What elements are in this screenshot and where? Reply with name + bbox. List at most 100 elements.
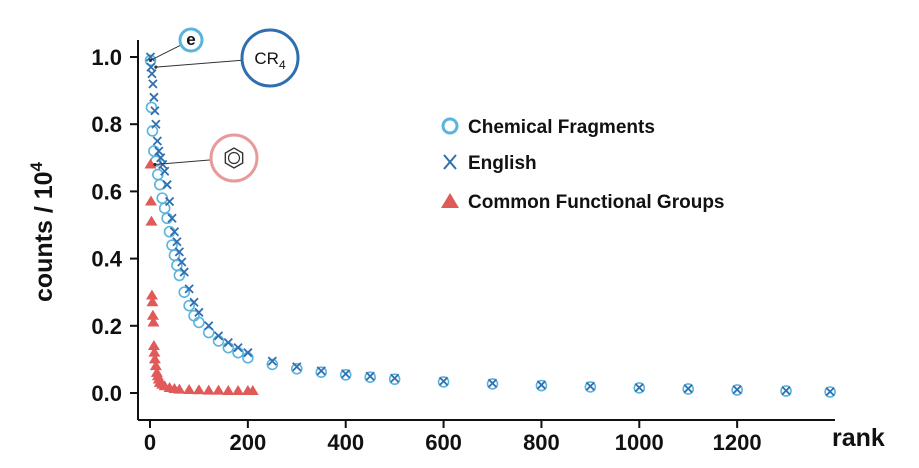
y-tick-label: 0.8 [91, 112, 122, 137]
english-point [158, 159, 168, 170]
legend: Chemical Fragments English Common Function… [441, 117, 725, 213]
english-point [267, 356, 277, 366]
chemical-fragments-point [290, 363, 303, 375]
english-point [223, 337, 233, 348]
common-functional-groups-point [232, 384, 245, 395]
common-functional-groups-point [149, 360, 162, 371]
common-functional-groups-point [145, 289, 158, 300]
chemical-fragments-point [178, 286, 191, 299]
common-functional-groups-point [202, 384, 215, 395]
common-functional-groups-point [212, 384, 225, 395]
chemical-fragments-point [266, 358, 279, 371]
legend-label-common-functional-groups: Common Functional Groups [468, 192, 725, 213]
english-point [341, 369, 351, 379]
common-functional-groups-point [183, 383, 196, 394]
english-point [177, 257, 187, 267]
callout-label-subscript: 4 [279, 58, 286, 72]
common-functional-groups-point [146, 309, 159, 320]
chemical-fragments-point [183, 299, 195, 312]
common-functional-groups-point [145, 215, 158, 226]
legend-marker-chemical-fragments [441, 117, 459, 135]
english-point [160, 166, 170, 176]
english-point [154, 146, 164, 156]
chemical-fragments-point [173, 269, 186, 282]
chemical-fragments-point [153, 178, 166, 191]
common-functional-groups-point [148, 353, 161, 364]
callout-circle [240, 28, 300, 88]
common-functional-groups-point [144, 195, 157, 206]
chemical-fragments-point [158, 202, 171, 214]
english-point [169, 227, 180, 237]
callout-leader-dot [154, 65, 158, 69]
common-functional-groups-point [146, 296, 159, 307]
callout-label: e [186, 30, 195, 49]
english-point [167, 213, 177, 223]
series-english [145, 52, 835, 397]
chemical-fragments-point [222, 341, 235, 354]
english-point [634, 382, 644, 393]
english-point [172, 237, 182, 247]
callout-label-main: e [186, 30, 195, 49]
callout-1: e [148, 27, 204, 62]
common-functional-groups-point [222, 384, 235, 395]
x-tick-label: 1000 [615, 430, 664, 455]
chemical-fragments-point [193, 316, 205, 329]
english-point [585, 381, 595, 391]
callout-label: CR4 [254, 49, 286, 72]
chemical-fragments-point [780, 385, 792, 397]
y-tick-label: 0.0 [91, 381, 122, 406]
callout-layer: e CR4 [148, 27, 300, 183]
callout-leader-line [155, 59, 243, 68]
callout-leader-line [154, 159, 212, 166]
english-point [147, 69, 157, 79]
chemical-fragments-point [731, 384, 743, 396]
x-tick-label: 200 [229, 430, 266, 455]
chemical-fragments-point [163, 225, 176, 238]
legend-marker-common-functional-groups [441, 193, 459, 208]
english-point [189, 297, 199, 307]
y-axis-label-exponent: 4 [27, 161, 46, 171]
english-point [213, 331, 224, 341]
chemical-fragments-point [388, 373, 401, 386]
y-axis-label-base: counts / 10 [30, 171, 58, 302]
english-point [316, 366, 326, 376]
english-point [150, 106, 160, 116]
chemical-fragments-point [339, 369, 352, 381]
english-point [174, 247, 184, 257]
common-functional-groups-point [192, 384, 205, 395]
chemical-fragments-point [315, 366, 328, 378]
english-point [151, 119, 161, 129]
common-functional-groups-point [246, 384, 259, 395]
x-tick-label: 1200 [713, 430, 762, 455]
legend-label-english: English [468, 153, 537, 174]
chemical-fragments-point [212, 335, 225, 347]
series-layer [144, 52, 836, 398]
x-tick-label: 600 [425, 430, 462, 455]
y-tick-label: 0.6 [91, 179, 122, 204]
y-tick-label: 0.4 [91, 247, 122, 272]
common-functional-groups-point [148, 346, 161, 357]
benzene-inner-ring [227, 151, 241, 165]
common-functional-groups-point [173, 383, 186, 394]
x-axis-label: rank [832, 424, 885, 452]
english-point [149, 92, 159, 102]
callout-leader-dot [153, 162, 157, 167]
x-tick-label: 800 [523, 430, 560, 455]
chemical-fragments-point [161, 212, 173, 225]
chemical-fragments-point [437, 376, 450, 388]
chemical-fragments-point [364, 371, 376, 384]
english-point [438, 376, 449, 386]
english-point [825, 387, 835, 397]
chemical-fragments-point [633, 382, 646, 394]
axes [137, 40, 835, 421]
x-tick-label: 400 [327, 430, 364, 455]
y-axis-label: counts / 104 [27, 161, 58, 302]
chemical-fragments-point [824, 386, 836, 398]
chemical-fragments-point [486, 378, 499, 390]
english-point [390, 373, 400, 383]
english-point [152, 136, 162, 146]
y-tick-label: 1.0 [91, 45, 122, 70]
english-point [179, 267, 189, 277]
chemical-fragments-point [232, 346, 244, 359]
